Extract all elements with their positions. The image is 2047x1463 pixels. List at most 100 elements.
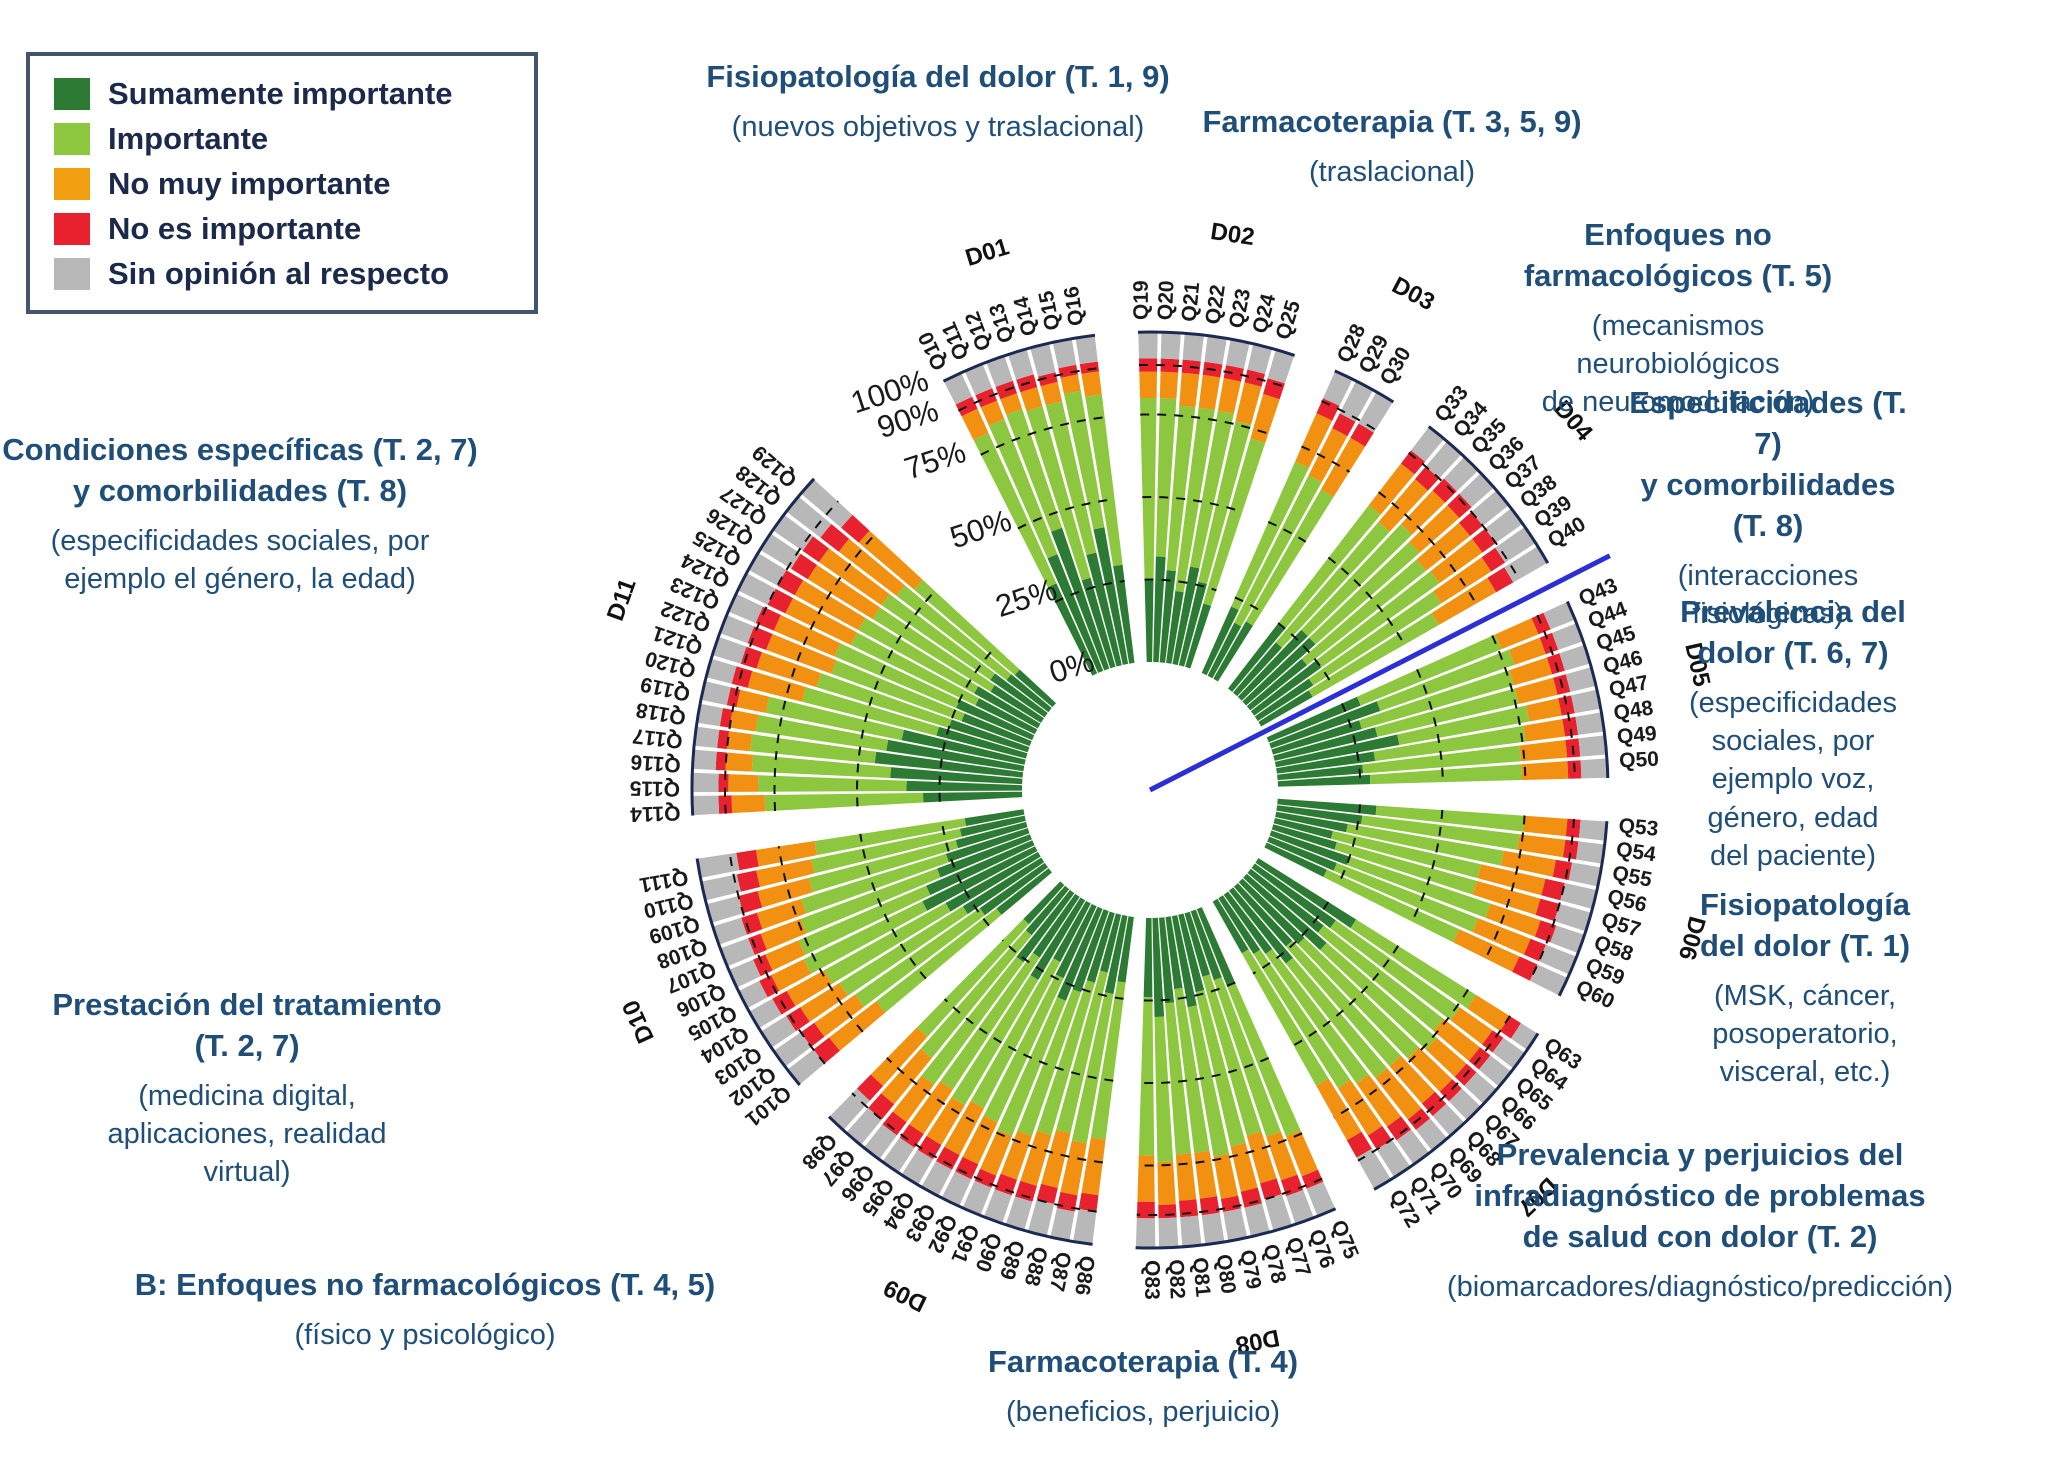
bar-segment-Q92-1 — [983, 974, 1064, 1123]
bar-segment-Q108-0 — [945, 828, 1030, 863]
grid-arc-75-D09 — [886, 1057, 1104, 1164]
bar-segment-Q101-1 — [876, 908, 1002, 1013]
bar-segment-Q114-4 — [692, 795, 720, 816]
bar-segment-Q120-0 — [936, 726, 1028, 759]
bar-segment-Q111-3 — [736, 849, 759, 871]
bar-segment-Q10-2 — [961, 408, 989, 440]
bar-segment-Q129-3 — [841, 514, 870, 543]
bar-segment-Q43-2 — [1495, 618, 1539, 650]
domain-label-D01: D01 — [962, 233, 1012, 272]
bar-segment-Q34-0 — [1233, 642, 1282, 697]
bar-segment-Q39-1 — [1308, 591, 1442, 686]
bar-segment-Q15-3 — [1058, 364, 1078, 378]
bar-segment-Q56-3 — [1541, 878, 1565, 901]
bar-segment-Q54-3 — [1562, 839, 1579, 860]
bar-segment-Q57-4 — [1554, 903, 1592, 932]
bar-segment-Q91-2 — [980, 1129, 1013, 1176]
bar-segment-Q81-4 — [1180, 1215, 1202, 1247]
bar-segment-Q53-1 — [1375, 805, 1525, 832]
bar-segment-Q47-1 — [1397, 705, 1530, 745]
bar-segment-Q12-1 — [1006, 409, 1063, 532]
bar-segment-Q92-3 — [955, 1156, 979, 1180]
bar-segment-Q22-0 — [1166, 591, 1184, 664]
legend-item: Importante — [54, 121, 510, 157]
bar-segment-Q15-2 — [1060, 374, 1081, 394]
bar-segment-Q120-1 — [802, 687, 939, 736]
bar-segment-Q71-1 — [1253, 949, 1351, 1089]
bar-segment-Q57-3 — [1535, 898, 1560, 922]
grid-arc-50-D09 — [943, 998, 1114, 1082]
domain-label-D03: D03 — [1387, 272, 1439, 316]
bar-segment-Q109-2 — [757, 877, 813, 908]
grid-arc-50-D06 — [1410, 809, 1444, 923]
bar-segment-Q24-1 — [1198, 421, 1251, 584]
annotation-prevalencia-dolor-t67: Prevalencia del dolor (T. 6, 7) (especif… — [1666, 592, 1920, 875]
bar-segment-Q104-3 — [772, 990, 796, 1015]
bar-segment-Q114-3 — [718, 795, 733, 814]
bar-segment-Q19-0 — [1144, 579, 1154, 662]
legend-swatch-sumamente-importante — [54, 78, 90, 110]
bar-segment-Q12-0 — [1051, 527, 1110, 671]
bar-segment-Q68-4 — [1432, 1103, 1465, 1136]
bar-segment-Q88-2 — [1041, 1129, 1071, 1188]
bar-segment-Q38-4 — [1485, 508, 1523, 543]
bar-segment-Q33-4 — [1411, 426, 1445, 462]
bar-segment-Q44-2 — [1508, 637, 1546, 665]
bar-segment-Q123-2 — [773, 615, 841, 657]
bar-segment-Q90-4 — [983, 1189, 1012, 1224]
bar-segment-Q49-2 — [1519, 740, 1568, 762]
bar-segment-Q81-1 — [1165, 1002, 1192, 1155]
bar-segment-Q10-0 — [1047, 583, 1098, 676]
bar-segment-Q50-4 — [1580, 758, 1608, 779]
bar-segment-Q16-0 — [1113, 564, 1135, 664]
bar-segment-Q94-3 — [917, 1135, 942, 1160]
bar-segment-Q83-4 — [1135, 1218, 1156, 1249]
bar-segment-Q23-1 — [1190, 410, 1234, 569]
bar-segment-Q37-4 — [1471, 490, 1509, 526]
bar-segment-Q16-3 — [1079, 361, 1099, 374]
bar-segment-Q35-4 — [1444, 456, 1479, 492]
bar-segment-Q55-1 — [1346, 823, 1504, 866]
grid-arc-90-D08 — [1136, 1177, 1323, 1217]
bar-segment-Q102-2 — [814, 994, 864, 1037]
bar-segment-Q39-4 — [1495, 526, 1536, 563]
bar-segment-Q101-0 — [996, 868, 1052, 915]
bar-segment-Q67-2 — [1407, 1047, 1453, 1092]
bar-segment-Q75-2 — [1286, 1130, 1318, 1177]
bar-segment-Q56-4 — [1560, 883, 1597, 909]
bar-segment-Q46-4 — [1565, 667, 1596, 692]
bar-segment-Q123-1 — [834, 643, 960, 708]
bar-segment-Q71-0 — [1218, 895, 1261, 955]
bar-segment-Q89-4 — [1005, 1196, 1033, 1231]
grid-arc-25-D05 — [1340, 702, 1362, 785]
bar-segment-Q123-0 — [956, 699, 1035, 741]
annotation-fisiopatologia-t19: Fisiopatología del dolor (T. 1, 9) (nuev… — [706, 57, 1169, 146]
bar-segment-Q128-2 — [838, 538, 905, 596]
bar-segment-Q75-0 — [1196, 907, 1236, 986]
bar-segment-Q40-2 — [1431, 577, 1497, 625]
bar-segment-Q121-4 — [712, 636, 747, 664]
bar-segment-Q70-1 — [1265, 949, 1369, 1084]
grid-arc-25-D01 — [1054, 580, 1125, 603]
bar-segment-Q80-4 — [1201, 1212, 1225, 1245]
bar-segment-Q122-0 — [961, 713, 1032, 747]
annotation-subtitle: (MSK, cáncer, posoperatorio, visceral, e… — [1712, 979, 1898, 1089]
bar-segment-Q89-1 — [1036, 980, 1095, 1136]
bar-segment-Q127-0 — [990, 673, 1048, 718]
bar-segment-Q44-4 — [1552, 623, 1584, 650]
bar-segment-Q103-0 — [962, 857, 1045, 915]
bar-segment-Q109-0 — [955, 821, 1028, 849]
bar-segment-Q117-0 — [874, 751, 1024, 778]
legend-item: No es importante — [54, 211, 510, 247]
bar-segment-Q91-0 — [1057, 906, 1103, 1001]
bar-segment-Q63-2 — [1467, 995, 1510, 1032]
bar-segment-Q88-3 — [1036, 1183, 1058, 1204]
bar-segment-Q58-1 — [1346, 856, 1491, 918]
bar-segment-Q115-0 — [906, 780, 1023, 792]
grid-arc-75-D11 — [773, 534, 876, 812]
bar-segment-Q111-1 — [814, 818, 967, 856]
bar-segment-Q119-4 — [700, 681, 731, 706]
bar-segment-Q40-3 — [1487, 567, 1514, 593]
bar-segment-Q105-0 — [922, 846, 1038, 911]
